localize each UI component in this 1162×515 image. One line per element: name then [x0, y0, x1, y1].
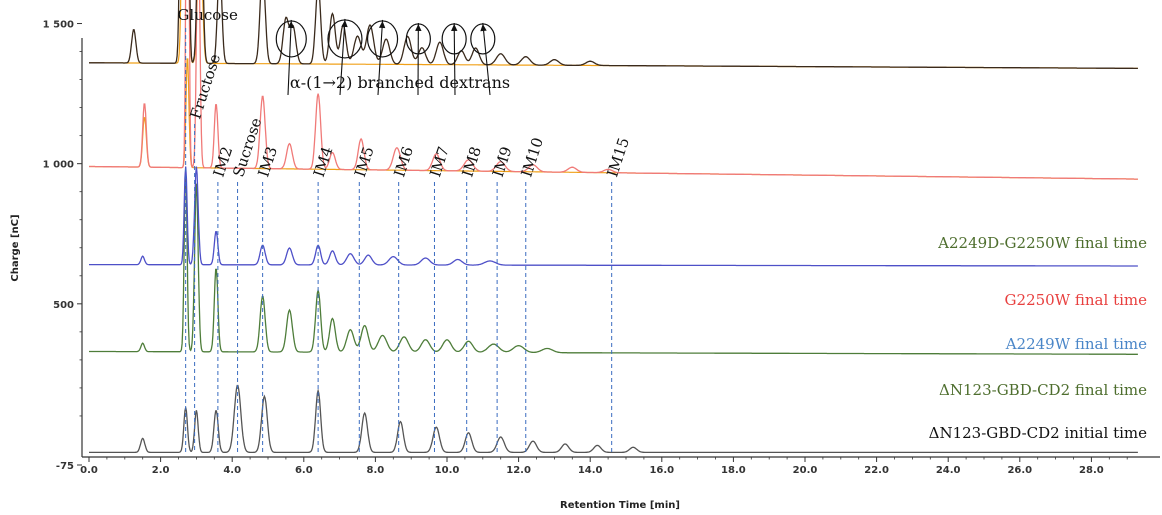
annotation-arrowhead	[287, 20, 295, 29]
y-tick-label: 1 000	[43, 160, 74, 171]
x-tick-label: 0.0	[80, 465, 98, 476]
annotation-layer: α-(1→2) branched dextrans	[275, 18, 510, 96]
annotation-arrowhead	[480, 23, 487, 32]
annotation-arrow	[339, 18, 346, 96]
x-tick-label: 4.0	[223, 465, 241, 476]
trace-label-3: G2250W final time	[1005, 291, 1148, 309]
x-tick-label: 6.0	[295, 465, 313, 476]
annotation-arrowhead	[451, 23, 458, 31]
x-tick-label: 28.0	[1079, 465, 1104, 476]
x-tick-label: 16.0	[649, 465, 674, 476]
marker-label-glucose: Glucose	[177, 6, 238, 24]
trace-label-1: ΔN123-GBD-CD2 final time	[939, 381, 1147, 399]
trace-layer	[89, 0, 1138, 454]
annotation-arrow	[482, 22, 491, 96]
axes-layer: Retention Time [min] Charge [nC] 0.0 2.0 4…	[10, 20, 1160, 511]
annotation-arrowhead	[415, 23, 422, 31]
x-tick-label: 12.0	[506, 465, 531, 476]
x-tick-label: 14.0	[578, 465, 603, 476]
trace-0	[89, 384, 1138, 454]
x-tick-label: 26.0	[1007, 465, 1032, 476]
y-tick-label: 500	[53, 300, 74, 311]
y-tick-label: 1 500	[43, 20, 74, 31]
trace-label-2: A2249W final time	[1005, 335, 1147, 353]
annotation-arrow	[453, 22, 456, 96]
annotation-arrow	[377, 19, 384, 96]
annotation-arrowhead	[378, 20, 386, 29]
x-tick-label: 20.0	[793, 465, 818, 476]
x-tick-label: 22.0	[864, 465, 889, 476]
x-tick-label: 18.0	[721, 465, 746, 476]
trace-label-4: A2249D-G2250W final time	[937, 234, 1147, 252]
trace-1	[89, 169, 1138, 355]
x-tick-label: 10.0	[435, 465, 460, 476]
trace-4	[89, 0, 1138, 70]
trace-2	[89, 166, 1138, 267]
x-axis-title: Retention Time [min]	[560, 500, 680, 511]
annotation-label: α-(1→2) branched dextrans	[290, 73, 510, 92]
series-label-layer: ΔN123-GBD-CD2 initial time ΔN123-GBD-CD2 …	[929, 234, 1147, 442]
x-tick-label: 8.0	[367, 465, 385, 476]
annotation-arrowhead	[341, 19, 348, 28]
trace-label-0: ΔN123-GBD-CD2 initial time	[929, 424, 1147, 442]
x-tick-label: 2.0	[152, 465, 170, 476]
x-tick-label: 24.0	[936, 465, 961, 476]
annotation-arrow	[287, 19, 292, 96]
y-tick-label: -75	[56, 461, 74, 472]
y-axis-title: Charge [nC]	[10, 214, 21, 281]
trace-3	[89, 0, 1138, 180]
